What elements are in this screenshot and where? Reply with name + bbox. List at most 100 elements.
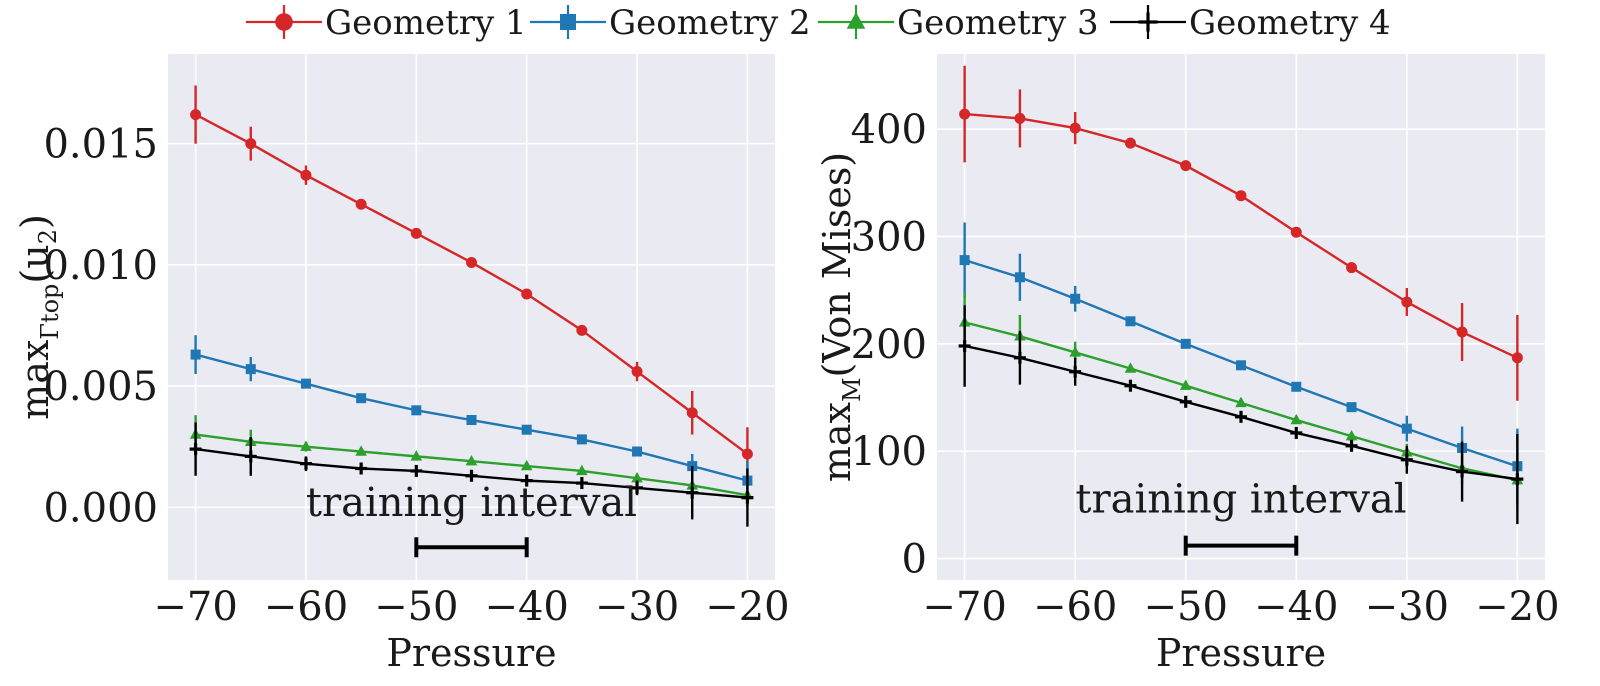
data-point: [411, 405, 422, 416]
plot-area: [168, 54, 775, 580]
data-point: [465, 455, 478, 466]
series-geometry-4: [958, 305, 1524, 525]
data-point: [1291, 381, 1302, 392]
data-point: [741, 448, 753, 460]
legend-label: Geometry 2: [609, 3, 811, 43]
y-tick-label: 0.000: [43, 485, 158, 531]
data-point: [958, 339, 971, 352]
data-point: [1401, 423, 1412, 434]
data-point: [355, 462, 368, 475]
data-point: [466, 415, 477, 426]
y-tick-labels: 0.000 0.005 0.010 0.015: [43, 122, 158, 532]
legend: Geometry 1 Geometry 2 Geometry 3 Geometry 4: [246, 3, 1391, 43]
data-point: [190, 109, 202, 121]
data-point: [1179, 395, 1192, 408]
x-tick-label: −30: [595, 584, 679, 630]
data-point: [1235, 190, 1247, 202]
training-interval-annotation: training interval: [1075, 476, 1407, 556]
data-point: [300, 169, 312, 181]
data-point: [1124, 362, 1137, 373]
y-tick-label: 0.015: [43, 122, 158, 168]
x-axis-label: Pressure: [386, 631, 556, 675]
plot-area: [937, 54, 1545, 580]
training-interval-label: training interval: [1075, 476, 1406, 522]
data-point: [1069, 346, 1081, 357]
x-tick-label: −40: [1254, 584, 1338, 630]
data-point: [300, 378, 311, 389]
data-point: [189, 443, 202, 456]
data-point: [1070, 293, 1081, 304]
data-point: [1236, 360, 1246, 371]
data-point: [1235, 410, 1247, 423]
y-tick-label: 100: [851, 429, 927, 475]
y-tick-label: 0.010: [43, 243, 158, 289]
y-tick-label: 400: [851, 107, 927, 153]
data-point: [1290, 226, 1302, 238]
y-tick-label: 200: [851, 322, 927, 368]
series-geometry-4: [189, 422, 754, 527]
data-point: [1179, 379, 1192, 390]
data-point: [520, 474, 533, 487]
data-point: [356, 393, 367, 404]
data-point: [1180, 338, 1191, 349]
data-point: [245, 364, 256, 375]
x-tick-label: −60: [264, 584, 348, 630]
data-point: [520, 459, 533, 471]
x-tick-label: −50: [374, 584, 458, 630]
data-point: [576, 464, 588, 476]
x-tick-label: −70: [922, 584, 1006, 630]
data-point: [1013, 351, 1026, 364]
data-point: [521, 288, 533, 300]
data-point: [1511, 352, 1523, 364]
x-tick-label: −60: [1033, 584, 1117, 630]
legend-item-1: Geometry 1: [246, 3, 527, 43]
data-point: [521, 424, 532, 435]
y-tick-label: 300: [851, 214, 927, 260]
training-interval-annotation: training interval: [306, 480, 637, 558]
y-axis-label: maxM(Von Mises): [815, 152, 866, 482]
data-point: [576, 324, 588, 336]
data-point: [576, 434, 587, 445]
data-point: [632, 446, 643, 457]
x-axis-label: Pressure: [1156, 631, 1326, 675]
y-axis-label: maxΓtop(u2): [13, 214, 64, 420]
data-point: [1124, 379, 1137, 392]
data-point: [1456, 465, 1469, 478]
data-point: [1180, 160, 1192, 172]
x-tick-label: −20: [1475, 584, 1559, 630]
data-point: [686, 486, 699, 499]
data-point: [355, 198, 367, 210]
data-point: [1345, 429, 1358, 441]
x-tick-label: −40: [484, 584, 568, 630]
data-point: [465, 469, 478, 482]
x-tick-label: −30: [1365, 584, 1449, 630]
data-point: [686, 407, 698, 419]
x-tick-label: −70: [153, 584, 237, 630]
legend-marker-circle-icon: [275, 13, 293, 31]
legend-marker-square-icon: [560, 14, 576, 30]
data-point: [300, 440, 312, 451]
series-geometry-2: [190, 335, 753, 501]
data-point: [631, 471, 643, 483]
legend-item-3: Geometry 3: [818, 3, 1099, 43]
data-point: [1014, 112, 1026, 124]
data-point: [1456, 326, 1468, 338]
left-chart-panel: −70 −60 −50 −40 −30 −20 0.000 0.005 0.010 0.015 Pr…: [13, 54, 790, 675]
data-point: [959, 108, 971, 120]
data-point: [244, 450, 257, 463]
data-point: [1346, 402, 1357, 413]
legend-item-4: Geometry 4: [1110, 3, 1391, 43]
legend-marker-plus-icon: [1138, 12, 1158, 32]
data-point: [1345, 439, 1358, 452]
y-tick-label: 0.005: [43, 364, 158, 410]
data-point: [1346, 262, 1358, 274]
data-point: [1400, 453, 1413, 466]
x-tick-labels: −70 −60 −50 −40 −30 −20: [153, 584, 789, 630]
data-point: [1069, 122, 1081, 134]
training-interval-label: training interval: [306, 480, 637, 526]
data-point: [466, 256, 477, 268]
legend-label: Geometry 1: [325, 3, 527, 43]
legend-label: Geometry 4: [1189, 3, 1391, 43]
data-point: [1125, 316, 1136, 327]
series-geometry-1: [959, 65, 1523, 401]
